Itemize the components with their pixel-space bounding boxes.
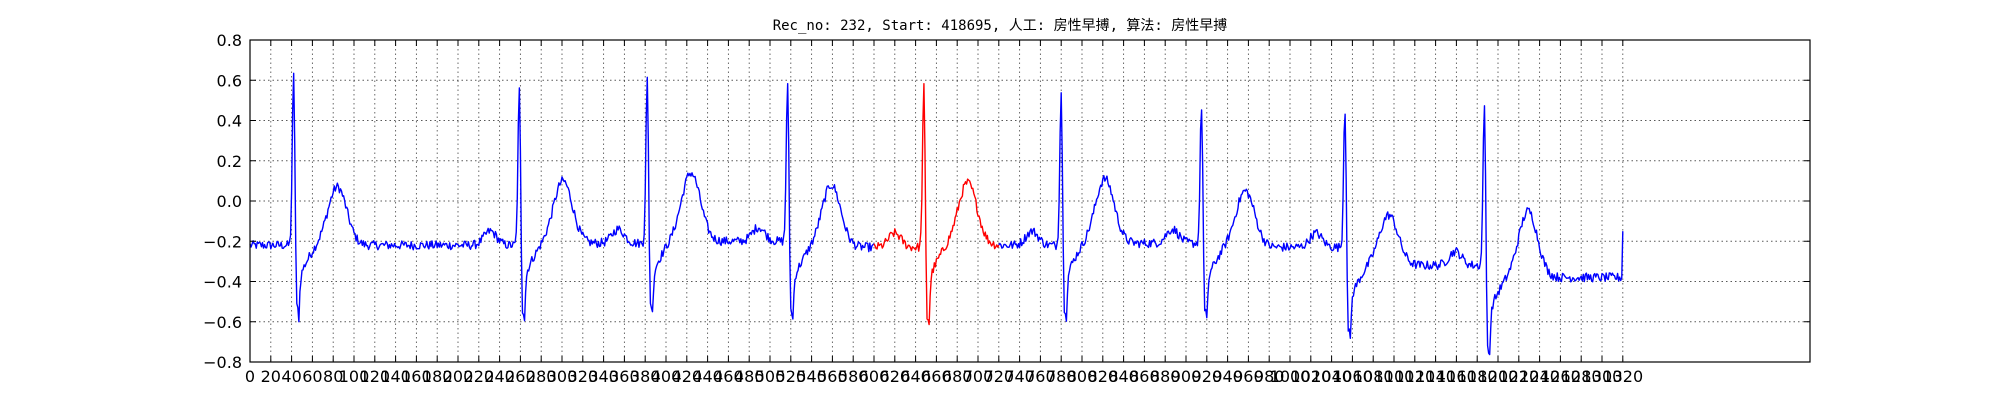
x-tick-label: 20 <box>261 367 281 386</box>
x-tick-label: 0 <box>245 367 255 386</box>
x-tick-label: 660 <box>921 367 952 386</box>
x-tick-label: 1300 <box>1582 367 1623 386</box>
x-tick-label: 1220 <box>1498 367 1539 386</box>
x-tick-label: 300 <box>547 367 578 386</box>
x-tick-label: 1120 <box>1394 367 1435 386</box>
x-tick-label: 140 <box>380 367 411 386</box>
x-tick-label: 200 <box>443 367 474 386</box>
x-tick-label: 1160 <box>1436 367 1477 386</box>
x-tick-label: 120 <box>360 367 391 386</box>
x-tick-label: 280 <box>526 367 557 386</box>
x-tick-label: 900 <box>1171 367 1202 386</box>
x-tick-label: 680 <box>942 367 973 386</box>
x-tick-label: 880 <box>1150 367 1181 386</box>
x-tick-label: 160 <box>401 367 432 386</box>
x-tick-label: 800 <box>1067 367 1098 386</box>
x-tick-label: 960 <box>1233 367 1264 386</box>
x-tick-label: 240 <box>484 367 515 386</box>
x-tick-label: 1040 <box>1311 367 1352 386</box>
x-tick-label: 980 <box>1254 367 1285 386</box>
y-tick-label: −0.8 <box>203 353 242 372</box>
x-tick-label: 760 <box>1025 367 1056 386</box>
x-tick-label: 100 <box>339 367 370 386</box>
x-tick-label: 340 <box>588 367 619 386</box>
x-tick-label: 620 <box>880 367 911 386</box>
x-tick-label: 780 <box>1046 367 1077 386</box>
x-tick-label: 1100 <box>1374 367 1415 386</box>
x-tick-label: 180 <box>422 367 453 386</box>
x-tick-label: 1000 <box>1270 367 1311 386</box>
x-tick-label: 420 <box>672 367 703 386</box>
x-tick-label: 1080 <box>1353 367 1394 386</box>
x-tick-label: 500 <box>755 367 786 386</box>
ecg-trace <box>249 72 1624 356</box>
grid <box>249 39 1810 363</box>
x-tick-label: 380 <box>630 367 661 386</box>
x-tick-label: 1140 <box>1415 367 1456 386</box>
x-tick-label: 440 <box>692 367 723 386</box>
x-tick-label: 740 <box>1004 367 1035 386</box>
x-tick-label: 80 <box>323 367 343 386</box>
x-tick-label: 700 <box>963 367 994 386</box>
x-tick-label: 720 <box>984 367 1015 386</box>
axis-ticks: 0 20 40 60 801001201401601802002202402602803… <box>203 31 1810 386</box>
y-tick-label: 0.6 <box>217 71 242 90</box>
x-tick-label: 520 <box>776 367 807 386</box>
x-tick-label: 580 <box>838 367 869 386</box>
y-tick-label: −0.6 <box>203 313 242 332</box>
x-tick-label: 820 <box>1088 367 1119 386</box>
x-tick-label: 840 <box>1108 367 1139 386</box>
y-tick-label: 0.8 <box>217 31 242 50</box>
x-tick-label: 40 <box>281 367 301 386</box>
y-tick-label: 0.0 <box>217 192 242 211</box>
y-tick-label: −0.2 <box>203 232 242 251</box>
x-tick-label: 940 <box>1212 367 1243 386</box>
ecg-trace-normal <box>998 92 1624 356</box>
x-tick-label: 1320 <box>1602 367 1643 386</box>
ecg-trace-highlight <box>873 83 1000 326</box>
x-tick-label: 1200 <box>1478 367 1519 386</box>
x-tick-label: 360 <box>609 367 640 386</box>
x-tick-label: 220 <box>464 367 495 386</box>
x-tick-label: 400 <box>651 367 682 386</box>
y-tick-label: 0.2 <box>217 152 242 171</box>
x-tick-label: 1060 <box>1332 367 1373 386</box>
x-tick-label: 60 <box>302 367 322 386</box>
x-tick-label: 560 <box>817 367 848 386</box>
x-tick-label: 1260 <box>1540 367 1581 386</box>
x-tick-label: 1280 <box>1561 367 1602 386</box>
x-tick-label: 1020 <box>1290 367 1331 386</box>
x-tick-label: 460 <box>713 367 744 386</box>
x-tick-label: 1180 <box>1457 367 1498 386</box>
x-tick-label: 260 <box>505 367 536 386</box>
y-tick-label: 0.4 <box>217 112 242 131</box>
y-tick-label: −0.4 <box>203 273 242 292</box>
ecg-trace-normal <box>249 72 875 323</box>
x-tick-label: 640 <box>900 367 931 386</box>
x-tick-label: 860 <box>1129 367 1160 386</box>
x-tick-label: 320 <box>568 367 599 386</box>
x-tick-label: 480 <box>734 367 765 386</box>
x-tick-label: 1240 <box>1519 367 1560 386</box>
chart-title: Rec_no: 232, Start: 418695, 人工: 房性早搏, 算法… <box>773 17 1228 34</box>
x-tick-label: 540 <box>796 367 827 386</box>
x-tick-label: 600 <box>859 367 890 386</box>
x-tick-label: 920 <box>1192 367 1223 386</box>
